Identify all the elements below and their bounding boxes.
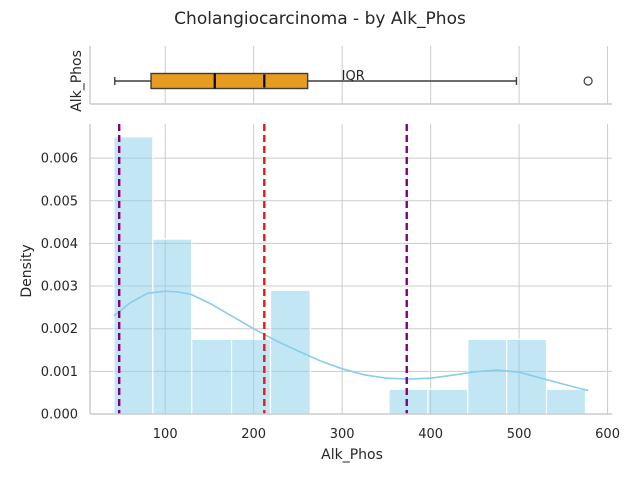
histogram-bar xyxy=(388,388,429,415)
iqr-annotation: IQR xyxy=(342,69,365,84)
x-tick-label: 200 xyxy=(241,427,266,442)
x-tick-label: 500 xyxy=(507,427,532,442)
y-tick-label: 0.001 xyxy=(41,365,78,380)
histogram-bar xyxy=(467,338,508,415)
box-iqr xyxy=(150,72,309,90)
chart-title: Cholangiocarcinoma - by Alk_Phos xyxy=(174,9,466,29)
reference-lines xyxy=(117,124,408,414)
x-tick-labels: 100 200 300 400 500 600 xyxy=(153,427,620,442)
histogram-bar xyxy=(545,388,587,415)
histogram-bar xyxy=(269,289,311,415)
y-tick-label: 0.006 xyxy=(41,152,78,167)
boxplot-gridlines xyxy=(164,46,609,104)
x-tick-label: 400 xyxy=(418,427,443,442)
x-tick-label: 100 xyxy=(153,427,178,442)
y-tick-labels: 0.000 0.001 0.002 0.003 0.004 0.005 0.006 xyxy=(41,152,78,423)
histogram-bar xyxy=(427,388,469,415)
x-tick-label: 600 xyxy=(595,427,620,442)
boxplot-ylabel: Alk_Phos xyxy=(69,50,85,112)
histogram-xlabel: Alk_Phos xyxy=(321,447,383,463)
x-tick-label: 300 xyxy=(330,427,355,442)
histogram-bar xyxy=(152,238,193,415)
y-tick-label: 0.004 xyxy=(41,237,78,252)
boxplot-marks xyxy=(114,72,593,90)
histogram-bars xyxy=(113,136,587,415)
y-tick-label: 0.000 xyxy=(41,408,78,423)
kde-curve xyxy=(113,290,589,392)
y-tick-label: 0.002 xyxy=(41,322,78,337)
histogram-bar xyxy=(506,338,548,415)
y-tick-label: 0.003 xyxy=(41,280,78,295)
boxplot-panel: IQR Alk_Phos xyxy=(69,46,612,112)
histogram-ylabel: Density xyxy=(19,244,35,297)
histogram-panel: 100 200 300 400 500 600 0.0000.0010.0020.0030… xyxy=(19,124,620,463)
box-outlier xyxy=(583,76,593,86)
histogram-bar xyxy=(191,338,233,415)
y-tick-label: 0.005 xyxy=(41,194,78,209)
